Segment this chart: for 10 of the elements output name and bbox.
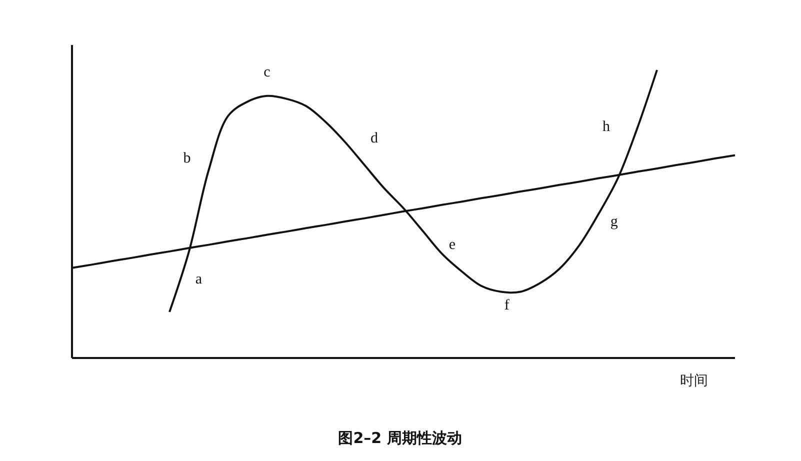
annotation: f — [504, 298, 510, 314]
annotation: a — [195, 272, 202, 288]
annotation: g — [610, 214, 618, 230]
annotation: e — [448, 237, 456, 254]
annotation: h — [602, 119, 611, 136]
annotation: d — [370, 130, 378, 147]
x-axis-title: 时间 — [680, 373, 708, 389]
text: 图2–2 周期性波动 — [338, 429, 462, 447]
annotation: c — [264, 64, 271, 80]
annotation: b — [183, 150, 191, 167]
